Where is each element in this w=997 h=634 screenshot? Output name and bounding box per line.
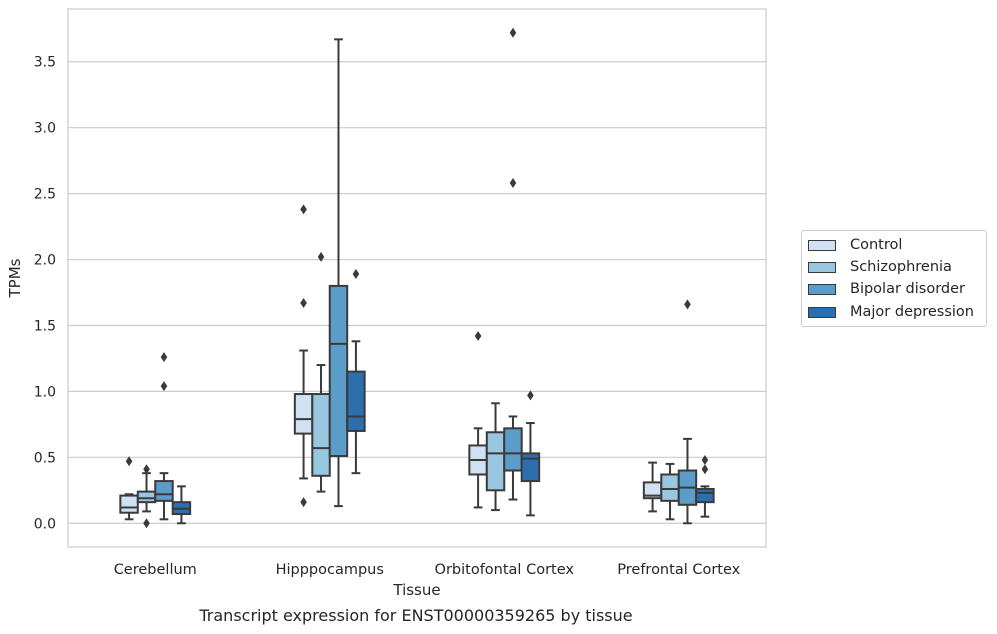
outlier-point: [143, 518, 150, 529]
x-tick-label: Prefrontal Cortex: [617, 562, 740, 578]
outlier-point: [701, 464, 709, 475]
box-0-2: [154, 352, 174, 521]
iqr-box: [485, 431, 506, 492]
x-tick-label: Orbitofontal Cortex: [435, 562, 575, 578]
legend-label: Major depression: [850, 304, 974, 320]
box-0-1: [136, 464, 157, 529]
outlier-point: [509, 27, 517, 38]
iqr-box: [328, 284, 349, 458]
box-3-1: [660, 462, 680, 521]
legend-item-major-depression: Major depression: [808, 302, 974, 322]
outlier-point: [160, 352, 168, 363]
x-tick-label: Hipppocampus: [276, 562, 384, 578]
iqr-box: [695, 487, 715, 504]
legend-label: Schizophrenia: [850, 259, 952, 275]
legend-item-bipolar-disorder: Bipolar disorder: [808, 279, 965, 299]
outlier-point: [160, 381, 168, 392]
box-3-0: [642, 461, 663, 513]
outlier-point: [317, 251, 325, 262]
x-axis-label: Tissue: [392, 581, 440, 599]
legend-item-control: Control: [808, 235, 902, 255]
outlier-point: [300, 204, 307, 215]
outlier-point: [143, 464, 150, 475]
grid-lines: [68, 61, 766, 524]
y-tick-label: 1.5: [34, 318, 56, 334]
outlier-point: [300, 497, 307, 508]
box-1-3: [346, 269, 366, 475]
legend-item-schizophrenia: Schizophrenia: [808, 257, 952, 277]
iqr-box: [520, 452, 541, 483]
y-axis-label: TPMs: [6, 258, 24, 298]
y-tick-label: 2.5: [34, 187, 56, 203]
outlier-point: [509, 178, 517, 189]
outlier-point: [684, 299, 691, 310]
plot-frame: [67, 8, 767, 548]
y-tick-label: 0.0: [34, 516, 56, 532]
legend-swatch: [808, 239, 836, 251]
box-1-2: [328, 38, 349, 508]
box-2-2: [503, 27, 523, 501]
legend-swatch: [808, 261, 836, 273]
outlier-point: [474, 331, 482, 342]
box-3-3: [695, 454, 715, 518]
chart-caption: Transcript expression for ENST0000035926…: [199, 606, 633, 625]
iqr-box: [346, 370, 366, 432]
legend: Control Schizophrenia Bipolar disorder M…: [801, 230, 987, 327]
outlier-point: [125, 456, 133, 467]
iqr-box: [293, 393, 314, 435]
box-layer: [119, 27, 715, 529]
outlier-point: [300, 298, 307, 309]
legend-swatch: [808, 283, 836, 295]
outlier-point: [527, 390, 534, 401]
y-tick-label: 0.5: [34, 450, 56, 466]
y-tick-label: 3.5: [34, 55, 56, 71]
box-0-0: [119, 456, 139, 521]
y-tick-label: 1.0: [34, 384, 56, 400]
iqr-box: [311, 393, 331, 477]
box-2-0: [468, 331, 488, 509]
iqr-box: [660, 473, 680, 502]
box-1-1: [311, 251, 331, 493]
iqr-box: [503, 427, 523, 472]
box-3-2: [677, 299, 698, 525]
legend-label: Control: [850, 237, 903, 253]
x-tick-label: Cerebellum: [114, 562, 197, 578]
iqr-box: [154, 480, 174, 502]
box-2-1: [485, 402, 506, 512]
box-2-3: [520, 390, 541, 517]
x-tick-labels: Cerebellum Hipppocampus Orbitofontal Corte…: [114, 562, 741, 578]
legend-swatch: [808, 306, 836, 318]
box-0-3: [171, 485, 192, 525]
y-tick-label: 3.0: [34, 121, 56, 137]
box-1-0: [293, 204, 314, 508]
legend-label: Bipolar disorder: [850, 281, 965, 297]
iqr-box: [136, 490, 157, 504]
y-tick-labels: 0.0 0.5 1.0 1.5 2.0 2.5 3.0 3.5: [34, 55, 56, 533]
outlier-point: [352, 269, 360, 280]
outlier-point: [701, 454, 709, 465]
y-tick-label: 2.0: [34, 253, 56, 269]
iqr-box: [119, 494, 139, 514]
